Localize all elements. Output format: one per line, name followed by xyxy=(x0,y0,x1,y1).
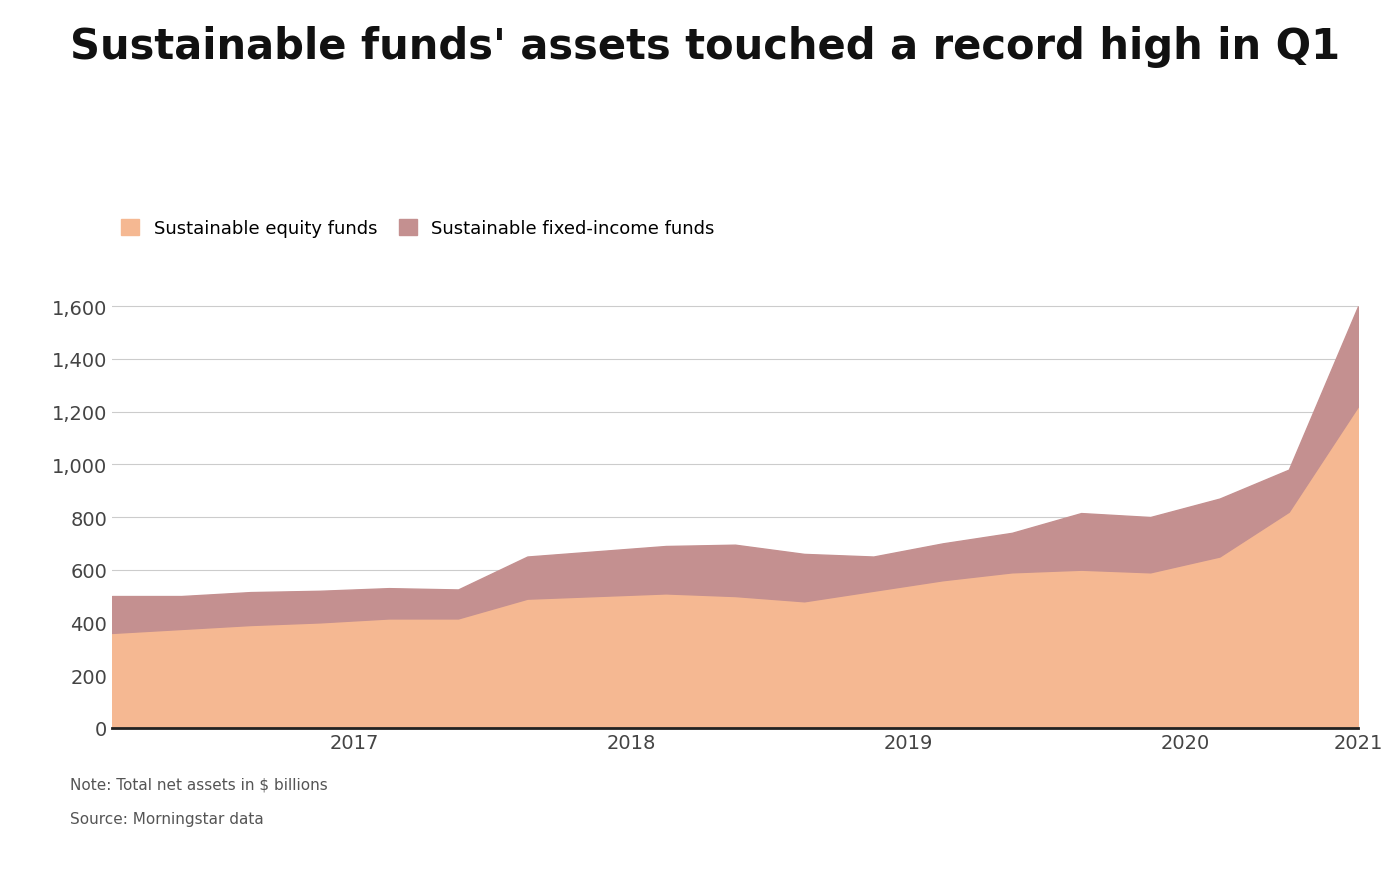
Legend: Sustainable equity funds, Sustainable fixed-income funds: Sustainable equity funds, Sustainable fi… xyxy=(120,219,714,238)
Text: Note: Total net assets in $ billions: Note: Total net assets in $ billions xyxy=(70,776,328,791)
Text: Source: Morningstar data: Source: Morningstar data xyxy=(70,811,263,826)
Text: Sustainable funds' assets touched a record high in Q1: Sustainable funds' assets touched a reco… xyxy=(70,26,1340,68)
